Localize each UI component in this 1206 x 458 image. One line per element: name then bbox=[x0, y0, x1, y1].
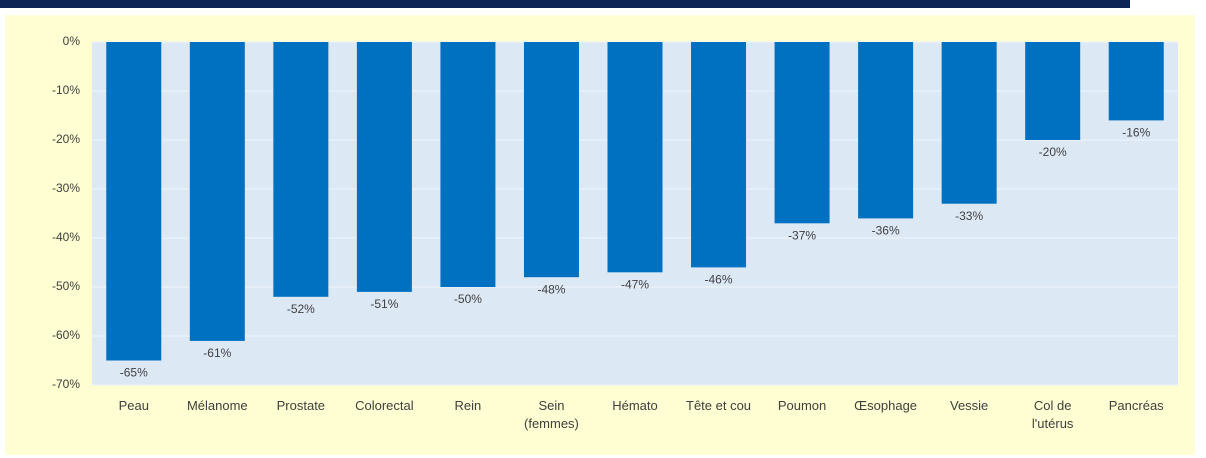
bar bbox=[774, 42, 830, 224]
y-tick-label: -30% bbox=[52, 181, 80, 195]
data-label: -20% bbox=[1039, 145, 1067, 159]
data-label: -48% bbox=[537, 282, 565, 296]
bar bbox=[273, 42, 329, 297]
data-label: -37% bbox=[788, 228, 816, 242]
y-tick-label: -70% bbox=[52, 377, 80, 391]
data-label: -46% bbox=[705, 273, 733, 287]
data-label: -36% bbox=[872, 224, 900, 238]
bar bbox=[523, 42, 579, 278]
bar bbox=[440, 42, 496, 287]
x-tick-label: Hémato bbox=[612, 398, 658, 413]
x-tick-label: Mélanome bbox=[186, 398, 248, 413]
data-label: -47% bbox=[621, 277, 649, 291]
x-tick-label: Peau bbox=[118, 398, 149, 413]
y-tick-label: -40% bbox=[52, 230, 80, 244]
y-tick-label: -50% bbox=[52, 279, 80, 293]
bar bbox=[106, 42, 162, 361]
y-tick-label: -10% bbox=[52, 83, 80, 97]
data-label: -61% bbox=[203, 346, 231, 360]
x-tick-label: Rein bbox=[454, 398, 482, 413]
x-tick-label: Sein (femmes) bbox=[524, 398, 579, 431]
y-tick-label: 0% bbox=[63, 34, 81, 48]
data-label: -52% bbox=[287, 302, 315, 316]
y-tick-label: -20% bbox=[52, 132, 80, 146]
bar bbox=[941, 42, 997, 204]
bar bbox=[189, 42, 245, 341]
bar bbox=[691, 42, 747, 268]
bar bbox=[858, 42, 914, 219]
x-tick-label: Œsophage bbox=[854, 398, 918, 413]
x-tick-label: Col de l'utérus bbox=[1031, 398, 1074, 431]
x-tick-label: Poumon bbox=[777, 398, 827, 413]
x-tick-label: Prostate bbox=[276, 398, 326, 413]
data-label: -33% bbox=[955, 209, 983, 223]
bar bbox=[356, 42, 412, 292]
bar bbox=[1108, 42, 1164, 121]
header-bar bbox=[0, 0, 1130, 8]
data-label: -50% bbox=[454, 292, 482, 306]
x-tick-label: Tête et cou bbox=[686, 398, 752, 413]
data-label: -16% bbox=[1122, 126, 1150, 140]
bar bbox=[1025, 42, 1081, 140]
y-tick-label: -60% bbox=[52, 328, 80, 342]
x-tick-label: Vessie bbox=[949, 398, 989, 413]
x-tick-label: Colorectal bbox=[355, 398, 414, 413]
data-label: -65% bbox=[120, 366, 148, 380]
bar bbox=[607, 42, 663, 273]
data-label: -51% bbox=[370, 297, 398, 311]
x-tick-label: Pancréas bbox=[1108, 398, 1164, 413]
